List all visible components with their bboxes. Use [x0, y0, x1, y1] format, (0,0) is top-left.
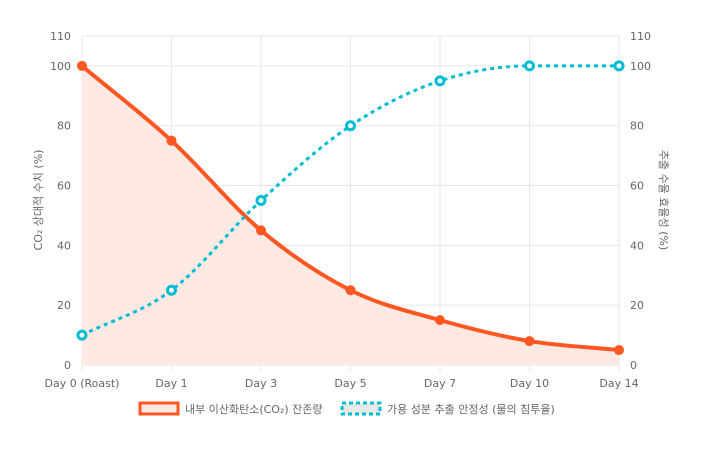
y-right-tick-label: 20: [630, 299, 644, 312]
axes: 0 20 40 60 80 100 110 0 20 40 60 80 100 110 Day 0 (Roa…: [45, 30, 651, 390]
data-point-extraction[interactable]: [345, 120, 356, 132]
legend-swatch-co2: [138, 401, 180, 416]
y-right-tick-label: 80: [630, 120, 644, 133]
y-right-tick-label: 100: [630, 60, 651, 73]
data-point-co2[interactable]: [345, 285, 356, 296]
x-tick-label: Day 3: [245, 377, 277, 390]
y-axis-right-title: 추출 수율 효율성 (%): [657, 150, 670, 250]
y-left-tick-label: 40: [57, 239, 71, 252]
data-point-co2[interactable]: [614, 345, 624, 356]
legend-item-extraction[interactable]: 가용 성분 추출 안정성 (물의 침투율): [340, 401, 555, 416]
y-left-tick-label: 110: [50, 30, 71, 43]
data-point-co2[interactable]: [166, 135, 177, 146]
x-tick-label: Day 5: [334, 377, 366, 390]
x-tick-label: Day 14: [599, 377, 638, 390]
legend: 내부 이산화탄소(CO₂) 잔존량 가용 성분 추출 안정성 (물의 침투율): [138, 401, 555, 416]
data-point-extraction[interactable]: [524, 60, 535, 72]
legend-swatch-extraction: [340, 401, 382, 416]
x-tick-label: Day 0 (Roast): [45, 377, 120, 390]
x-tick-label: Day 10: [510, 377, 549, 390]
x-tick-label: Day 1: [155, 377, 187, 390]
series-layer: [76, 60, 625, 356]
data-point-co2[interactable]: [524, 336, 535, 347]
y-left-tick-label: 60: [57, 180, 71, 193]
y-left-tick-label: 80: [57, 120, 71, 133]
y-left-tick-label: 20: [57, 299, 71, 312]
data-point-extraction[interactable]: [434, 75, 446, 87]
legend-label-co2: 내부 이산화탄소(CO₂) 잔존량: [185, 403, 323, 416]
data-point-extraction[interactable]: [166, 284, 177, 296]
legend-label-extraction: 가용 성분 추출 안정성 (물의 침투율): [387, 403, 555, 416]
y-right-tick-label: 60: [630, 180, 644, 193]
y-right-tick-label: 110: [630, 30, 651, 43]
y-left-tick-label: 100: [50, 60, 71, 73]
data-point-co2[interactable]: [256, 225, 266, 236]
y-left-tick-label: 0: [64, 359, 71, 372]
legend-item-co2[interactable]: 내부 이산화탄소(CO₂) 잔존량: [138, 401, 323, 416]
x-tick-label: Day 7: [424, 377, 456, 390]
y-axis-left-title: CO₂ 상대적 수치 (%): [32, 150, 45, 251]
data-point-co2[interactable]: [77, 60, 87, 71]
y-right-tick-label: 0: [630, 359, 637, 372]
y-right-tick-label: 40: [630, 239, 644, 252]
series-area-co2: [82, 65, 619, 365]
area-layer: [82, 65, 619, 365]
data-point-extraction[interactable]: [76, 329, 88, 341]
data-point-extraction[interactable]: [613, 60, 625, 72]
data-point-extraction[interactable]: [255, 195, 267, 206]
data-point-co2[interactable]: [435, 315, 445, 326]
